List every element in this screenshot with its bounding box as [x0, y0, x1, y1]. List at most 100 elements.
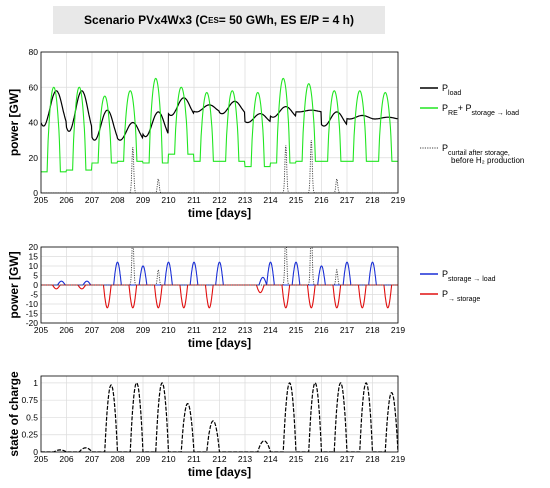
title-prefix: Scenario PVx4Wx3 (C	[84, 13, 209, 27]
x-tick-label: 208	[110, 454, 124, 464]
legend-main: P	[442, 289, 448, 299]
legend-subscript: storage → load	[448, 276, 496, 283]
y-tick-label: 60	[29, 82, 39, 92]
plot-lines	[41, 247, 398, 309]
legend-subscript: curtail after storage,	[448, 150, 510, 157]
x-tick-label: 206	[59, 454, 73, 464]
x-tick-label: 214	[263, 325, 277, 335]
legend-main: P	[442, 269, 448, 279]
x-tick-label: 210	[161, 325, 175, 335]
x-tick-label: 217	[340, 454, 354, 464]
x-tick-label: 219	[391, 325, 405, 335]
y-axis-label: state of charge	[7, 371, 21, 457]
scenario-title-banner: Scenario PVx4Wx3 (C ES = 50 GWh, ES E/P = …	[53, 6, 385, 34]
x-tick-label: 218	[365, 454, 379, 464]
y-axis-label: power [GW]	[7, 89, 21, 156]
legend-label: Pload	[442, 83, 461, 97]
x-tick-label: 216	[314, 454, 328, 464]
plot-lines	[41, 382, 398, 452]
x-axis-label: time [days]	[188, 206, 251, 220]
x-tick-label: 215	[289, 195, 303, 205]
x-tick-label: 215	[289, 454, 303, 464]
y-tick-label: 20	[29, 242, 39, 252]
x-tick-label: 211	[187, 325, 201, 335]
plot-lines	[41, 77, 398, 193]
x-tick-label: 211	[187, 454, 201, 464]
y-tick-label: -20	[26, 318, 39, 328]
series-line-1	[41, 77, 398, 173]
x-tick-label: 219	[391, 454, 405, 464]
x-tick-label: 208	[110, 195, 124, 205]
y-tick-label: 0	[33, 280, 38, 290]
legend-label: P→ storage	[442, 289, 480, 303]
soc-line	[41, 382, 398, 452]
legend-main: P	[442, 143, 448, 153]
legend-mid: + P	[458, 103, 472, 113]
panel-1: 205 206 207 208 209 210 211 212 213 214 215 216 217 2…	[7, 47, 524, 220]
title-suffix: = 50 GWh, ES E/P = 4 h)	[218, 13, 354, 27]
y-tick-label: 0	[33, 188, 38, 198]
x-tick-label: 212	[212, 325, 226, 335]
y-tick-label: 15	[29, 252, 39, 262]
x-tick-label: 213	[238, 454, 252, 464]
y-tick-label: -10	[26, 299, 39, 309]
legend-subscript-2: storage → load	[472, 110, 520, 117]
y-tick-label: 10	[29, 261, 39, 271]
y-tick-label: 40	[29, 118, 39, 128]
x-tick-label: 207	[85, 454, 99, 464]
x-tick-label: 212	[212, 454, 226, 464]
x-tick-label: 214	[263, 195, 277, 205]
title-subscript: ES	[208, 15, 219, 25]
legend-subscript: RE	[448, 110, 458, 117]
x-tick-label: 217	[340, 325, 354, 335]
legend-line2: before H₂ production	[451, 156, 524, 165]
legend-main: P	[442, 103, 448, 113]
x-tick-label: 205	[34, 454, 48, 464]
x-tick-label: 206	[59, 195, 73, 205]
series-line-1	[41, 284, 398, 309]
legend-main: P	[442, 83, 448, 93]
y-tick-label: 80	[29, 47, 39, 57]
legend-subscript: → storage	[448, 296, 480, 303]
x-tick-label: 209	[136, 325, 150, 335]
x-tick-label: 210	[161, 454, 175, 464]
plot-frame	[40, 246, 399, 324]
y-tick-label: 0.25	[21, 430, 38, 440]
x-tick-label: 205	[34, 195, 48, 205]
x-tick-label: 207	[85, 195, 99, 205]
y-tick-label: 5	[33, 271, 38, 281]
x-tick-label: 213	[238, 325, 252, 335]
x-tick-label: 211	[187, 195, 201, 205]
x-tick-label: 218	[365, 195, 379, 205]
x-tick-label: 210	[161, 195, 175, 205]
y-tick-label: 20	[29, 153, 39, 163]
x-tick-label: 212	[212, 195, 226, 205]
y-tick-label: -5	[30, 290, 38, 300]
x-tick-label: 217	[340, 195, 354, 205]
x-tick-label: 216	[314, 325, 328, 335]
y-tick-label: 1	[33, 378, 38, 388]
legend-subscript: load	[448, 90, 461, 97]
x-tick-label: 207	[85, 325, 99, 335]
x-tick-label: 206	[59, 325, 73, 335]
x-tick-label: 209	[136, 454, 150, 464]
panel-3: 205 206 207 208 209 210 211 212 213 214 215 216 217 2…	[7, 371, 405, 479]
x-tick-label: 205	[34, 325, 48, 335]
legend-label: Pstorage → load	[442, 269, 496, 283]
x-tick-label: 209	[136, 195, 150, 205]
x-tick-label: 216	[314, 195, 328, 205]
y-tick-label: 0.5	[26, 412, 38, 422]
y-tick-label: 0	[33, 447, 38, 457]
x-tick-label: 208	[110, 325, 124, 335]
series-line-2	[41, 140, 398, 193]
y-axis-label: power [GW]	[7, 251, 21, 318]
x-axis-label: time [days]	[188, 465, 251, 479]
y-tick-label: 0.75	[21, 395, 38, 405]
x-tick-label: 214	[263, 454, 277, 464]
legend-label: Pcurtail after storage,	[442, 143, 510, 157]
x-tick-label: 219	[391, 195, 405, 205]
plot-frame	[40, 51, 399, 194]
